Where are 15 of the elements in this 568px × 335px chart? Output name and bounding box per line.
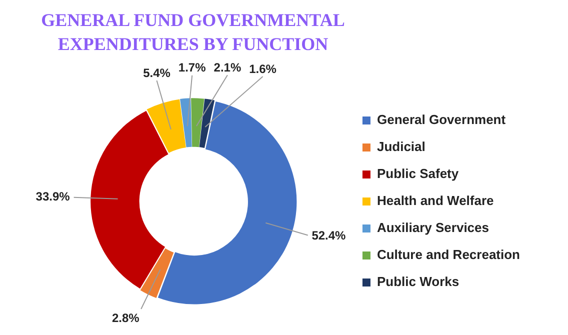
data-label: 1.7% <box>178 60 206 75</box>
data-label: 52.4% <box>312 228 346 243</box>
data-label: 1.6% <box>249 62 277 76</box>
data-label: 2.1% <box>214 60 242 74</box>
legend-label: Auxiliary Services <box>376 220 490 236</box>
legend-label: Public Safety <box>376 166 460 182</box>
chart-title: GENERAL FUND GOVERNMENTAL EXPENDITURES BY FUNCTION <box>40 9 346 56</box>
legend-label: Health and Welfare <box>376 193 494 208</box>
legend-label: Judicial <box>376 139 426 154</box>
data-label: 33.9% <box>36 190 70 204</box>
legend-label: Public Works <box>376 274 460 290</box>
data-label: 5.4% <box>143 66 171 80</box>
legend-label: Culture and Recreation <box>376 247 520 262</box>
data-label: 2.8% <box>112 310 140 325</box>
legend-label: General Government <box>376 112 506 128</box>
